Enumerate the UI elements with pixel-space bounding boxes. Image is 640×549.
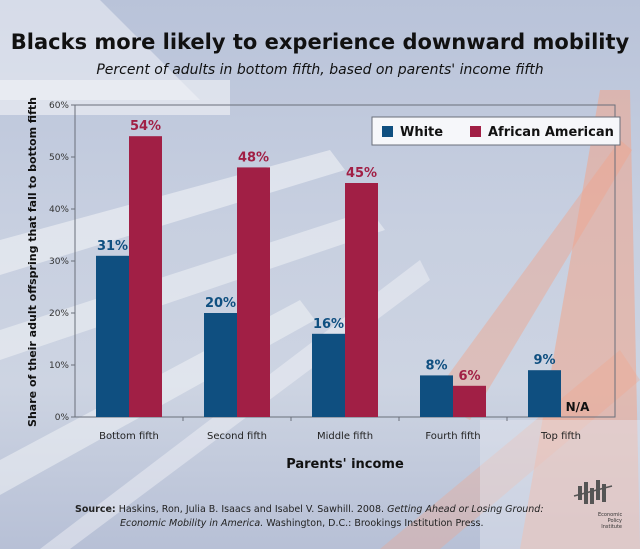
y-axis-label: Share of their adult offspring that fall… <box>26 97 39 427</box>
bar-white <box>528 370 561 417</box>
data-label: 48% <box>238 150 269 165</box>
y-tick-label: 0% <box>55 413 70 423</box>
source-citation: Source: Haskins, Ron, Julia B. Isaacs an… <box>75 503 544 531</box>
data-label: 6% <box>458 369 480 384</box>
data-label: 9% <box>533 353 555 368</box>
data-label: 16% <box>313 317 344 332</box>
bar-african-american <box>237 167 270 417</box>
legend-label: African American <box>488 125 614 140</box>
epi-logo-icon <box>573 480 613 504</box>
source-title-1: Getting Ahead or Losing Ground: <box>387 504 544 515</box>
x-tick-label: Bottom fifth <box>99 431 159 442</box>
bar-white <box>96 255 129 417</box>
x-tick-label: Fourth fifth <box>425 431 480 442</box>
source-authors: Haskins, Ron, Julia B. Isaacs and Isabel… <box>118 504 385 515</box>
y-tick-label: 60% <box>49 101 69 111</box>
y-tick-label: 20% <box>49 309 69 319</box>
data-label: 54% <box>130 119 161 134</box>
data-label: 8% <box>425 358 447 373</box>
chart-subtitle: Percent of adults in bottom fifth, based… <box>96 62 544 78</box>
legend-swatch <box>382 126 393 137</box>
data-label: 45% <box>346 166 377 181</box>
x-tick-label: Middle fifth <box>317 431 373 442</box>
epi-logo-text: Economic Policy Institute <box>598 512 623 530</box>
bar-white <box>420 375 453 417</box>
y-tick-label: 40% <box>49 205 69 215</box>
y-tick-label: 10% <box>49 361 69 371</box>
y-tick-label: 30% <box>49 257 69 267</box>
source-title-2: Economic Mobility in America. <box>120 518 264 529</box>
x-axis-label: Parents' income <box>286 457 404 472</box>
data-label: 31% <box>97 239 128 254</box>
source-label: Source: <box>75 504 116 515</box>
source-publisher: Washington, D.C.: Brookings Institution … <box>266 518 484 529</box>
bar-white <box>204 313 237 417</box>
legend-box <box>371 116 621 146</box>
chart-title: Blacks more likely to experience downwar… <box>10 30 630 54</box>
x-tick-label: Second fifth <box>207 431 267 442</box>
data-label-na: N/A <box>566 400 590 414</box>
legend-swatch <box>470 126 481 137</box>
y-tick-label: 50% <box>49 153 69 163</box>
bar-african-american <box>453 385 486 417</box>
bar-white <box>312 333 345 417</box>
bar-african-american <box>129 136 162 417</box>
data-label: 20% <box>205 296 236 311</box>
bar-african-american <box>345 183 378 417</box>
legend-label: White <box>400 125 443 140</box>
x-tick-label: Top fifth <box>540 431 581 442</box>
